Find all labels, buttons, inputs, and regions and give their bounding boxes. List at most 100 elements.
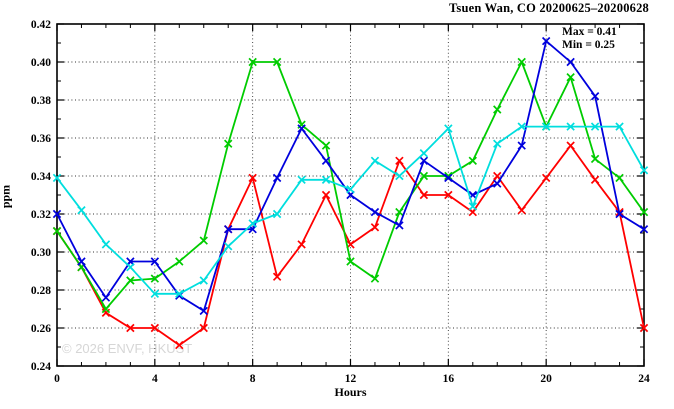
marker-green bbox=[590, 154, 600, 164]
marker-cyan bbox=[419, 148, 429, 158]
marker-blue bbox=[101, 293, 111, 302]
marker-blue bbox=[541, 36, 551, 46]
watermark: © 2026 ENVF, HKUST bbox=[62, 341, 193, 356]
min-value-label: Min = 0.25 bbox=[562, 39, 615, 51]
x-tick-label: 20 bbox=[540, 373, 552, 385]
max-value-label: Max = 0.41 bbox=[562, 26, 617, 38]
marker-cyan bbox=[150, 289, 160, 299]
x-axis-label: Hours bbox=[334, 385, 367, 399]
marker-blue bbox=[370, 207, 380, 217]
marker-green bbox=[517, 57, 526, 67]
marker-blue bbox=[150, 257, 160, 266]
x-tick-label: 0 bbox=[54, 373, 60, 385]
line-green bbox=[56, 61, 645, 310]
y-tick-label: 0.24 bbox=[31, 361, 51, 373]
marker-cyan bbox=[199, 276, 208, 285]
y-tick-label: 0.36 bbox=[31, 133, 51, 145]
marker-cyan bbox=[468, 202, 477, 211]
marker-cyan bbox=[248, 219, 257, 228]
marker-red bbox=[444, 190, 453, 200]
y-tick-label: 0.40 bbox=[31, 57, 51, 69]
marker-red bbox=[175, 340, 184, 350]
marker-green bbox=[248, 57, 257, 67]
marker-cyan bbox=[370, 156, 380, 166]
marker-red bbox=[150, 323, 160, 333]
marker-cyan bbox=[101, 240, 111, 249]
marker-cyan bbox=[297, 175, 306, 185]
marker-green bbox=[126, 276, 135, 285]
marker-green bbox=[101, 304, 111, 314]
marker-cyan bbox=[444, 124, 453, 133]
marker-cyan bbox=[126, 262, 135, 272]
marker-green bbox=[297, 120, 306, 129]
max-min-annotation: Max = 0.41 Min = 0.25 bbox=[562, 26, 617, 52]
marker-red bbox=[566, 141, 575, 150]
y-tick-label: 0.26 bbox=[31, 323, 51, 335]
marker-red bbox=[126, 323, 135, 333]
marker-blue bbox=[590, 91, 600, 101]
marker-red bbox=[272, 272, 282, 281]
marker-green bbox=[346, 257, 355, 266]
x-tick-label: 12 bbox=[345, 373, 357, 385]
marker-blue bbox=[199, 306, 208, 316]
marker-blue bbox=[224, 224, 233, 234]
marker-cyan bbox=[517, 122, 526, 131]
x-tick-label: 24 bbox=[638, 373, 650, 385]
marker-blue bbox=[272, 173, 282, 183]
marker-green bbox=[175, 257, 184, 266]
marker-green bbox=[639, 207, 649, 217]
marker-blue bbox=[639, 224, 649, 234]
marker-green bbox=[395, 207, 404, 217]
marker-green bbox=[444, 171, 453, 181]
marker-green bbox=[493, 105, 502, 114]
marker-red bbox=[517, 205, 526, 215]
marker-cyan bbox=[541, 122, 551, 131]
marker-green bbox=[468, 156, 477, 166]
marker-cyan bbox=[615, 122, 624, 131]
marker-cyan bbox=[175, 289, 184, 299]
marker-red bbox=[297, 240, 306, 249]
marker-blue bbox=[395, 221, 404, 230]
marker-green bbox=[370, 274, 380, 283]
marker-green bbox=[199, 236, 208, 245]
marker-cyan bbox=[566, 122, 575, 131]
marker-red bbox=[639, 323, 649, 333]
y-tick-label: 0.38 bbox=[31, 95, 51, 107]
marker-red bbox=[370, 223, 380, 232]
marker-green bbox=[52, 226, 62, 236]
marker-green bbox=[419, 171, 429, 181]
y-tick-label: 0.28 bbox=[31, 285, 51, 297]
x-tick-label: 8 bbox=[250, 373, 256, 385]
plot-border bbox=[56, 23, 645, 367]
marker-red bbox=[248, 173, 257, 183]
marker-cyan bbox=[224, 242, 233, 251]
marker-cyan bbox=[395, 171, 404, 181]
marker-blue bbox=[493, 179, 502, 188]
marker-green bbox=[272, 57, 282, 67]
marker-blue bbox=[615, 209, 624, 219]
marker-cyan bbox=[77, 205, 86, 215]
y-tick-label: 0.30 bbox=[31, 247, 51, 259]
marker-blue bbox=[52, 209, 62, 219]
marker-blue bbox=[517, 141, 526, 150]
marker-red bbox=[419, 190, 429, 200]
marker-cyan bbox=[639, 166, 649, 175]
marker-green bbox=[615, 173, 624, 183]
marker-cyan bbox=[272, 209, 282, 219]
marker-blue bbox=[566, 57, 575, 67]
marker-blue bbox=[419, 156, 429, 166]
marker-green bbox=[150, 274, 160, 283]
marker-red bbox=[541, 173, 551, 183]
marker-green bbox=[224, 139, 233, 148]
marker-blue bbox=[321, 156, 331, 166]
marker-red bbox=[395, 156, 404, 166]
marker-red bbox=[321, 190, 331, 200]
x-tick-label: 16 bbox=[443, 373, 455, 385]
marker-cyan bbox=[321, 175, 331, 185]
marker-green bbox=[566, 72, 575, 82]
y-tick-label: 0.34 bbox=[31, 171, 51, 183]
y-tick-label: 0.32 bbox=[31, 209, 51, 221]
marker-red bbox=[199, 323, 208, 333]
